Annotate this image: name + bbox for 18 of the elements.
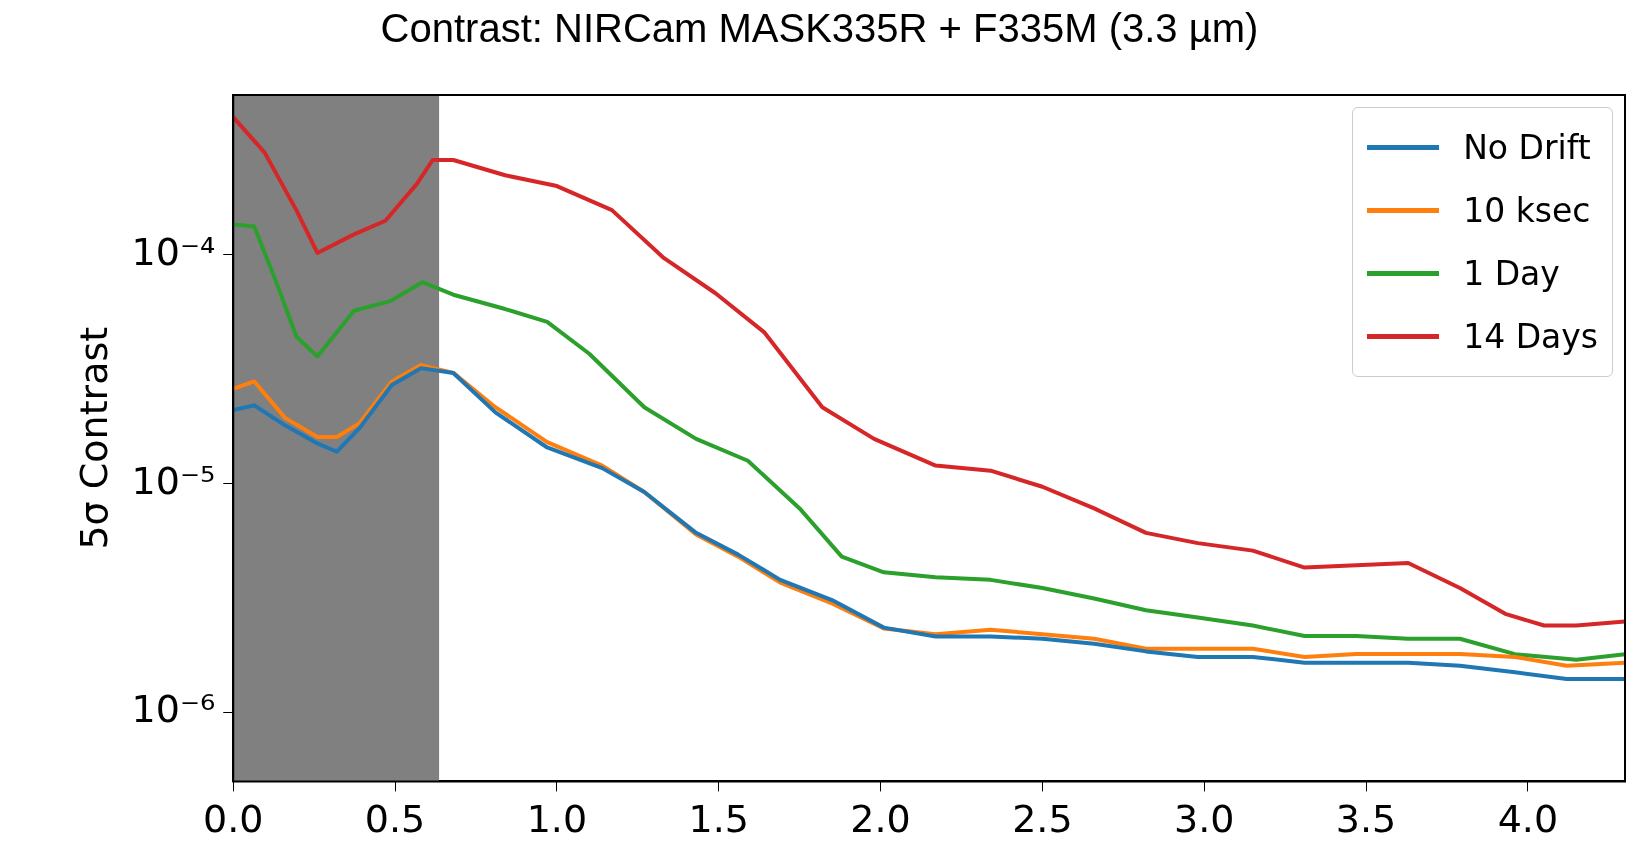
legend-label: 10 ksec <box>1463 191 1591 230</box>
chart-title: Contrast: NIRCam MASK335R + F335M (3.3 µm) <box>379 6 1260 51</box>
y-tick-label: 10⁻⁵ <box>131 458 216 503</box>
x-tick-label: 2.0 <box>850 797 911 842</box>
x-tick-label: 3.0 <box>1174 797 1235 842</box>
x-tick-label: 1.5 <box>688 797 749 842</box>
legend-label: No Drift <box>1463 128 1591 167</box>
x-tick-label: 4.0 <box>1497 797 1559 842</box>
x-tick-label: 2.5 <box>1012 797 1073 842</box>
y-tick-label: 10⁻⁴ <box>131 229 216 274</box>
legend-label: 14 Days <box>1463 317 1598 356</box>
x-tick-label: 0.0 <box>203 797 264 842</box>
y-tick-label: 10⁻⁶ <box>131 687 216 732</box>
x-tick-label: 1.0 <box>526 797 588 842</box>
legend-label: 1 Day <box>1463 254 1560 293</box>
y-axis-title: 5σ Contrast <box>71 326 116 550</box>
x-tick-label: 3.5 <box>1335 797 1397 842</box>
x-tick-label: 0.5 <box>364 797 426 842</box>
